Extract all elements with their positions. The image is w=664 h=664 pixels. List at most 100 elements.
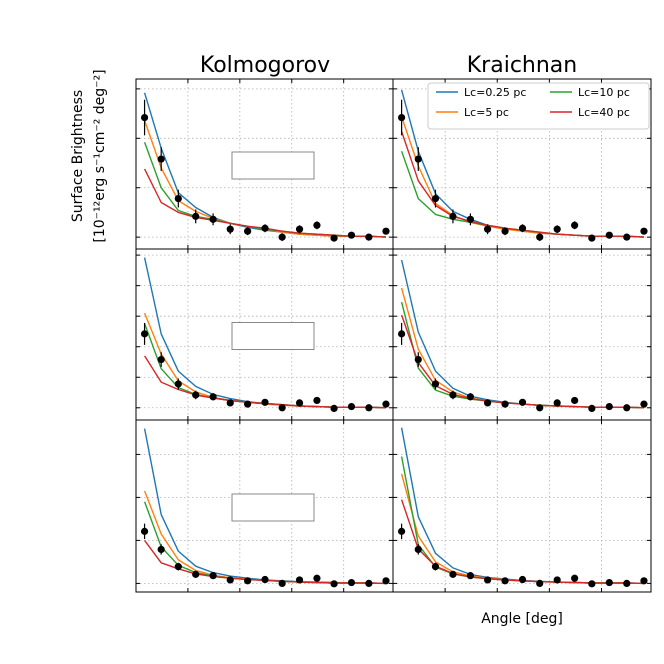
panel-b-5-g-kolmogorov-data-point bbox=[365, 579, 373, 588]
panel-b-3-g-kolmogorov-data-point bbox=[174, 194, 182, 203]
panel-b-4-g-kraichnan-data-point bbox=[571, 396, 579, 405]
panel-b-4-g-kraichnan-data-point bbox=[484, 399, 492, 407]
panel-b-4-g-kraichnan-data-point bbox=[501, 400, 509, 408]
panel-b-5-g-kolmogorov-data-point bbox=[157, 545, 165, 554]
y-axis-label-line1: Surface Brightness bbox=[70, 90, 86, 222]
panel-b-5-g-kolmogorov-data-point bbox=[278, 579, 286, 588]
panel-b-5-g-kolmogorov-data-point bbox=[330, 580, 338, 588]
annotation-box-b-5-g bbox=[231, 493, 315, 522]
panel-b-3-g-kolmogorov-data-point bbox=[226, 225, 234, 233]
panel-b-5-g-kolmogorov-data-point bbox=[174, 563, 182, 571]
panel-b-4-g-kolmogorov-data-point bbox=[313, 396, 321, 405]
panel-b-3-g-kolmogorov-data-point bbox=[365, 233, 373, 241]
panel-b-3-g-kolmogorov-data-point bbox=[244, 227, 252, 235]
panel-b-5-g-kraichnan-data-point bbox=[640, 577, 648, 585]
panel-b-4-g-kolmogorov-data-point bbox=[140, 330, 149, 338]
panel-b-3-g-kraichnan-data-point bbox=[414, 155, 422, 163]
panel-b-5-g-kolmogorov-data-point bbox=[261, 575, 269, 584]
panel-b-4-g-kolmogorov-data-point bbox=[278, 404, 286, 412]
panel-b-5-g-kraichnan-data-point bbox=[553, 576, 561, 584]
panel-b-5-g-kraichnan-series-lc-40-pc bbox=[400, 499, 645, 585]
y-axis-label-line2: [10⁻¹²erg s⁻¹cm⁻² deg⁻²] bbox=[92, 69, 108, 242]
panel-b-4-g-kolmogorov-data-point bbox=[347, 402, 356, 411]
panel-b-3-g-kraichnan-data-point bbox=[605, 231, 613, 239]
panel-b-3-g-kraichnan-data-point bbox=[623, 233, 631, 241]
y-axis-label: Surface Brightness bbox=[70, 90, 86, 222]
panel-b-3-g-kolmogorov-data-point bbox=[347, 231, 356, 239]
panel-b-3-g-kraichnan-data-point bbox=[466, 215, 474, 223]
panel-b-3-g-kraichnan-data-point bbox=[484, 225, 492, 233]
panel-b-5-g-kraichnan-data-point bbox=[398, 527, 406, 535]
panel-b-5-g-kolmogorov-data-point bbox=[226, 576, 234, 584]
panel-b-5-g-kolmogorov-data-point bbox=[209, 572, 217, 580]
panel-b-4-g-kolmogorov-data-point bbox=[382, 400, 390, 408]
panel-b-3-g-kraichnan-data-point bbox=[553, 225, 561, 233]
panel-b-3-g-kolmogorov-data-point bbox=[330, 234, 338, 242]
panel-b-3-g-kraichnan-data-point bbox=[588, 234, 596, 242]
panel-b-3-g-kolmogorov-data-point bbox=[261, 224, 269, 232]
panel-b-4-g-kraichnan-data-point bbox=[466, 393, 474, 401]
panel-b-4-g-kraichnan-series-lc-40-pc bbox=[400, 314, 645, 409]
panel-b-5-g-kraichnan-data-point bbox=[571, 574, 579, 582]
panel-b-5-g-kolmogorov-data-point bbox=[244, 577, 252, 585]
panel-b-5-g-kolmogorov-data-point bbox=[140, 527, 149, 535]
panel-b-3-g-kraichnan-data-point bbox=[518, 224, 527, 232]
legend-label-lc-10-pc: Lc=10 pc bbox=[578, 86, 630, 99]
panel-b-4-g-kolmogorov-data-point bbox=[209, 393, 217, 401]
panel-b-5-g-kraichnan-data-point bbox=[466, 572, 474, 580]
legend: Lc=0.25 pc Lc=5 pc Lc=10 pc Lc=40 pc bbox=[427, 82, 650, 130]
panel-b-5-g-kraichnan-data-point bbox=[449, 570, 457, 578]
panel-b-5-g-kolmogorov-data-point bbox=[295, 576, 304, 584]
panel-b-3-g-kraichnan-data-point bbox=[571, 221, 579, 229]
panel-b-3-g-kraichnan-data-point bbox=[536, 233, 544, 241]
panel-b-3-g-kolmogorov-data-point bbox=[295, 225, 304, 233]
panel-b-5-g-kraichnan-data-point bbox=[501, 577, 509, 585]
panel-b-4-g-kraichnan-frame bbox=[392, 248, 652, 421]
panel-b-4-g-kolmogorov-data-point bbox=[295, 399, 304, 407]
panel-b-4-g-kolmogorov-data-point bbox=[174, 380, 182, 388]
panel-b-4-g-kolmogorov-data-point bbox=[330, 404, 338, 412]
panel-b-4-g-kraichnan-series-lc-5-pc bbox=[400, 287, 645, 409]
y-axis-units: [10⁻¹²erg s⁻¹cm⁻² deg⁻²] bbox=[92, 69, 108, 242]
panel-b-4-g-kolmogorov-data-point bbox=[226, 399, 234, 407]
tick-layer bbox=[135, 79, 651, 592]
panel-b-5-g-kraichnan-series-lc-0-25-pc bbox=[400, 427, 645, 585]
panel-b-3-g-kraichnan-data-point bbox=[449, 212, 457, 220]
panel-b-3-g-kolmogorov-data-point bbox=[278, 233, 286, 241]
panel-b-4-g-kraichnan-data-point bbox=[518, 398, 527, 406]
legend-label-lc-0-25-pc: Lc=0.25 pc bbox=[464, 86, 526, 99]
panel-b-4-g-kraichnan-data-point bbox=[536, 404, 544, 412]
panel-b-5-g-kraichnan-data-point bbox=[588, 580, 596, 588]
panel-b-3-g-kraichnan-series-lc-40-pc bbox=[400, 131, 645, 238]
panel-b-5-g-kolmogorov-data-point bbox=[313, 574, 321, 582]
series-layer bbox=[143, 89, 645, 585]
panel-b-5-g-kraichnan-data-point bbox=[484, 576, 492, 584]
panel-b-3-g-kolmogorov-data-point bbox=[192, 212, 200, 220]
column-title-kolmogorov: Kolmogorov bbox=[200, 53, 330, 78]
panel-b-4-g-kolmogorov-data-point bbox=[244, 400, 252, 408]
panel-b-4-g-kraichnan-data-point bbox=[449, 391, 457, 399]
panel-b-3-g-kraichnan-data-point bbox=[501, 227, 509, 235]
legend-box bbox=[427, 82, 650, 130]
legend-label-lc-40-pc: Lc=40 pc bbox=[578, 106, 630, 119]
panel-b-4-g-kraichnan-data-point bbox=[588, 404, 596, 412]
panel-b-5-g-kraichnan-data-point bbox=[431, 563, 440, 571]
panel-b-4-g-kolmogorov-data-point bbox=[157, 355, 165, 364]
panel-b-5-g-kolmogorov-data-point bbox=[192, 570, 200, 578]
panel-b-4-g-kraichnan-data-point bbox=[640, 400, 648, 408]
panel-b-5-g-kraichnan-data-point bbox=[623, 579, 631, 588]
panel-b-4-g-kraichnan-series-lc-10-pc bbox=[400, 301, 645, 409]
legend-label-lc-5-pc: Lc=5 pc bbox=[464, 106, 509, 119]
panel-b-3-g-kraichnan-data-point bbox=[640, 227, 648, 235]
grid-layer bbox=[136, 79, 651, 592]
panel-b-3-g-kolmogorov-data-point bbox=[157, 155, 165, 163]
panel-b-4-g-kraichnan-data-point bbox=[431, 380, 440, 388]
panel-b-3-g-kolmogorov-data-point bbox=[313, 221, 321, 229]
panel-b-4-g-kraichnan-data-point bbox=[623, 404, 631, 412]
panel-b-5-g-kraichnan-data-point bbox=[414, 545, 422, 554]
annotation-box-b-3-g bbox=[231, 151, 315, 180]
panel-b-5-g-kolmogorov-data-point bbox=[382, 577, 390, 585]
panel-b-5-g-kolmogorov-data-point bbox=[347, 578, 356, 587]
panel-b-3-g-kolmogorov-data-point bbox=[209, 215, 217, 223]
